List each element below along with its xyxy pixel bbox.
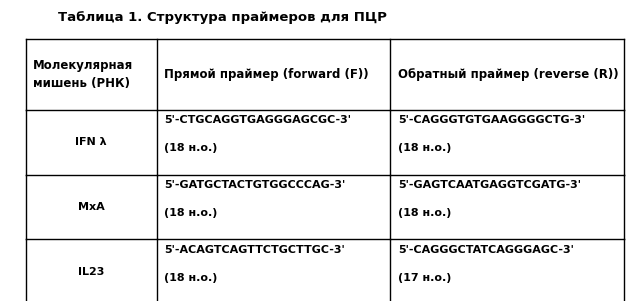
Text: 5'-ACAGTCAGTTCTGCTTGC-3'

(18 н.о.): 5'-ACAGTCAGTTCTGCTTGC-3' (18 н.о.)	[164, 245, 345, 283]
Text: Молекулярная
мишень (РНК): Молекулярная мишень (РНК)	[33, 59, 134, 90]
Text: MxA: MxA	[78, 202, 104, 212]
Text: 5'-GAGTCAATGAGGTCGATG-3'

(18 н.о.): 5'-GAGTCAATGAGGTCGATG-3' (18 н.о.)	[398, 180, 581, 218]
Text: IFN λ: IFN λ	[76, 137, 107, 147]
Text: 5'-CAGGGCTATCAGGGAGC-3'

(17 н.о.): 5'-CAGGGCTATCAGGGAGC-3' (17 н.о.)	[398, 245, 574, 283]
Text: Обратный праймер (reverse (R)): Обратный праймер (reverse (R))	[398, 68, 619, 81]
Text: IL23: IL23	[78, 267, 104, 277]
Text: Таблица 1. Структура праймеров для ПЦР: Таблица 1. Структура праймеров для ПЦР	[58, 11, 387, 23]
Text: Прямой праймер (forward (F)): Прямой праймер (forward (F))	[164, 68, 369, 81]
Text: 5'-GATGCTACTGTGGCCCAG-3'

(18 н.о.): 5'-GATGCTACTGTGGCCCAG-3' (18 н.о.)	[164, 180, 346, 218]
Text: 5'-CAGGGTGTGAAGGGGCTG-3'

(18 н.о.): 5'-CAGGGTGTGAAGGGGCTG-3' (18 н.о.)	[398, 115, 585, 153]
Text: 5'-CTGCAGGTGAGGGAGCGC-3'

(18 н.о.): 5'-CTGCAGGTGAGGGAGCGC-3' (18 н.о.)	[164, 115, 351, 153]
